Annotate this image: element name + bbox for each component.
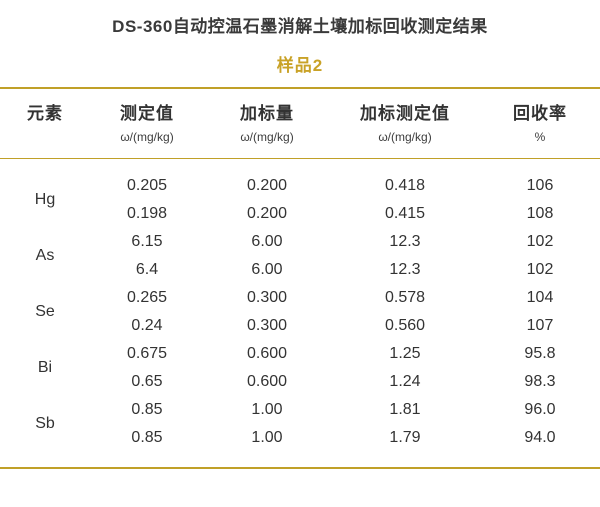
- spike-amount-cell: 0.200: [246, 205, 288, 222]
- measured-value-cell: 0.198: [126, 205, 168, 222]
- measured-value-cell: 0.675: [126, 345, 168, 362]
- column-unit-measured: ω/(mg/kg): [120, 130, 174, 144]
- spike-amount-cell: 1.00: [251, 401, 283, 418]
- header-row: 元素 测定值 ω/(mg/kg) 加标量 ω/(mg/kg) 加标测定值 ω/(…: [0, 88, 600, 159]
- spacer-cell: [0, 159, 600, 173]
- spiked-measured-cell: 12.3: [389, 261, 421, 278]
- spacer-row: [0, 452, 600, 468]
- table-row-sb-1: Sb 0.85 1.00 1.81 96.0: [0, 396, 600, 432]
- recovery-cell: 108: [526, 205, 554, 222]
- element-cell-sb: Sb: [35, 415, 55, 432]
- element-cell-se: Se: [35, 303, 55, 320]
- column-header-recovery: 回收率 %: [480, 88, 600, 159]
- spike-amount-cell: 0.600: [246, 373, 288, 390]
- column-header-measured: 测定值 ω/(mg/kg): [90, 88, 204, 159]
- table-row-se-1: Se 0.265 0.300 0.578 104: [0, 284, 600, 320]
- spiked-measured-cell: 0.560: [384, 317, 426, 334]
- column-header-element: 元素: [0, 88, 90, 159]
- spiked-measured-cell: 1.79: [389, 429, 421, 446]
- table-row-hg-2: 0.198 0.200 0.415 108: [0, 200, 600, 228]
- measured-value-cell: 0.85: [131, 429, 163, 446]
- page: DS-360自动控温石墨消解土壤加标回收测定结果 样品2 元素 测定值 ω/(m…: [0, 16, 600, 469]
- element-cell-hg: Hg: [34, 191, 56, 208]
- recovery-cell: 96.0: [524, 401, 556, 418]
- spike-amount-cell: 6.00: [251, 261, 283, 278]
- measured-value-cell: 6.15: [131, 233, 163, 250]
- table-row-bi-1: Bi 0.675 0.600 1.25 95.8: [0, 340, 600, 376]
- column-label-recovery: 回收率: [513, 104, 567, 123]
- column-label-measured: 测定值: [120, 104, 174, 123]
- measured-value-cell: 0.24: [131, 317, 163, 334]
- spike-amount-cell: 1.00: [251, 429, 283, 446]
- table-header: 元素 测定值 ω/(mg/kg) 加标量 ω/(mg/kg) 加标测定值 ω/(…: [0, 88, 600, 159]
- page-title: DS-360自动控温石墨消解土壤加标回收测定结果: [112, 17, 488, 36]
- spiked-measured-cell: 0.418: [384, 177, 426, 194]
- spike-amount-cell: 0.200: [246, 177, 288, 194]
- table-row-bi-2: 0.65 0.600 1.24 98.3: [0, 368, 600, 396]
- column-unit-element: [0, 130, 90, 144]
- column-label-spiked: 加标量: [240, 104, 294, 123]
- spiked-measured-cell: 1.24: [389, 373, 421, 390]
- column-unit-spiked-measured: ω/(mg/kg): [378, 130, 432, 144]
- column-unit-spiked: ω/(mg/kg): [240, 130, 294, 144]
- measured-value-cell: 0.85: [131, 401, 163, 418]
- measured-value-cell: 0.65: [131, 373, 163, 390]
- spacer-cell: [0, 452, 600, 468]
- element-cell-bi: Bi: [37, 359, 53, 376]
- spiked-measured-cell: 0.415: [384, 205, 426, 222]
- recovery-cell: 102: [526, 261, 554, 278]
- spacer-row: [0, 159, 600, 173]
- table-body: Hg 0.205 0.200 0.418 106 0.198 0.200 0.4…: [0, 159, 600, 469]
- spike-amount-cell: 0.600: [246, 345, 288, 362]
- spike-amount-cell: 0.300: [246, 289, 288, 306]
- recovery-cell: 102: [526, 233, 554, 250]
- results-table: 元素 测定值 ω/(mg/kg) 加标量 ω/(mg/kg) 加标测定值 ω/(…: [0, 87, 600, 469]
- measured-value-cell: 6.4: [135, 261, 159, 278]
- column-unit-recovery: %: [534, 130, 546, 144]
- column-label-spiked-measured: 加标测定值: [360, 104, 450, 123]
- recovery-cell: 98.3: [524, 373, 556, 390]
- measured-value-cell: 0.265: [126, 289, 168, 306]
- table-row-hg-1: Hg 0.205 0.200 0.418 106: [0, 172, 600, 208]
- recovery-cell: 95.8: [524, 345, 556, 362]
- table-row-as-1: As 6.15 6.00 12.3 102: [0, 228, 600, 264]
- recovery-cell: 107: [526, 317, 554, 334]
- recovery-cell: 106: [526, 177, 554, 194]
- table-row-sb-2: 0.85 1.00 1.79 94.0: [0, 424, 600, 452]
- spiked-measured-cell: 12.3: [389, 233, 421, 250]
- spiked-measured-cell: 1.25: [389, 345, 421, 362]
- column-label-element: 元素: [27, 104, 63, 123]
- table-row-se-2: 0.24 0.300 0.560 107: [0, 312, 600, 340]
- recovery-cell: 94.0: [524, 429, 556, 446]
- recovery-cell: 104: [526, 289, 554, 306]
- column-header-spiked: 加标量 ω/(mg/kg): [204, 88, 330, 159]
- spike-amount-cell: 0.300: [246, 317, 288, 334]
- table-row-as-2: 6.4 6.00 12.3 102: [0, 256, 600, 284]
- column-header-spiked-measured: 加标测定值 ω/(mg/kg): [330, 88, 480, 159]
- element-cell-as: As: [35, 247, 55, 264]
- measured-value-cell: 0.205: [126, 177, 168, 194]
- spiked-measured-cell: 0.578: [384, 289, 426, 306]
- sample-subtitle: 样品2: [276, 56, 324, 75]
- spiked-measured-cell: 1.81: [389, 401, 421, 418]
- spike-amount-cell: 6.00: [251, 233, 283, 250]
